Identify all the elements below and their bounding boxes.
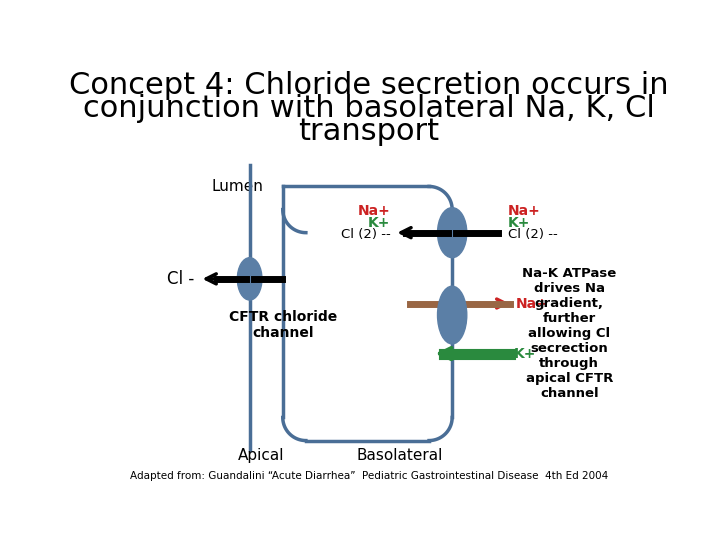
- Text: Cl (2) --: Cl (2) --: [341, 228, 390, 241]
- Text: Apical: Apical: [238, 448, 284, 463]
- Text: CFTR chloride
channel: CFTR chloride channel: [229, 309, 337, 340]
- Text: conjunction with basolateral Na, K, Cl: conjunction with basolateral Na, K, Cl: [83, 94, 655, 123]
- Ellipse shape: [438, 286, 467, 344]
- Text: Na+: Na+: [358, 204, 390, 218]
- Text: Adapted from: Guandalini “Acute Diarrhea”  Pediatric Gastrointestinal Disease  4: Adapted from: Guandalini “Acute Diarrhea…: [130, 471, 608, 481]
- Text: Cl (2) --: Cl (2) --: [508, 228, 557, 241]
- Text: transport: transport: [298, 117, 440, 146]
- Text: Concept 4: Chloride secretion occurs in: Concept 4: Chloride secretion occurs in: [69, 71, 669, 100]
- Text: Na+: Na+: [516, 296, 548, 310]
- Text: K+: K+: [508, 215, 530, 230]
- Text: Na-K ATPase
drives Na
gradient,
further
allowing Cl
secrection
through
apical CF: Na-K ATPase drives Na gradient, further …: [522, 267, 616, 400]
- Ellipse shape: [438, 208, 467, 258]
- Text: K+: K+: [368, 215, 390, 230]
- Text: Na+: Na+: [508, 204, 540, 218]
- Text: Basolateral: Basolateral: [356, 448, 443, 463]
- Ellipse shape: [238, 258, 262, 300]
- Text: Cl -: Cl -: [167, 270, 194, 288]
- Text: K+: K+: [514, 347, 536, 361]
- Text: Lumen: Lumen: [211, 179, 263, 194]
